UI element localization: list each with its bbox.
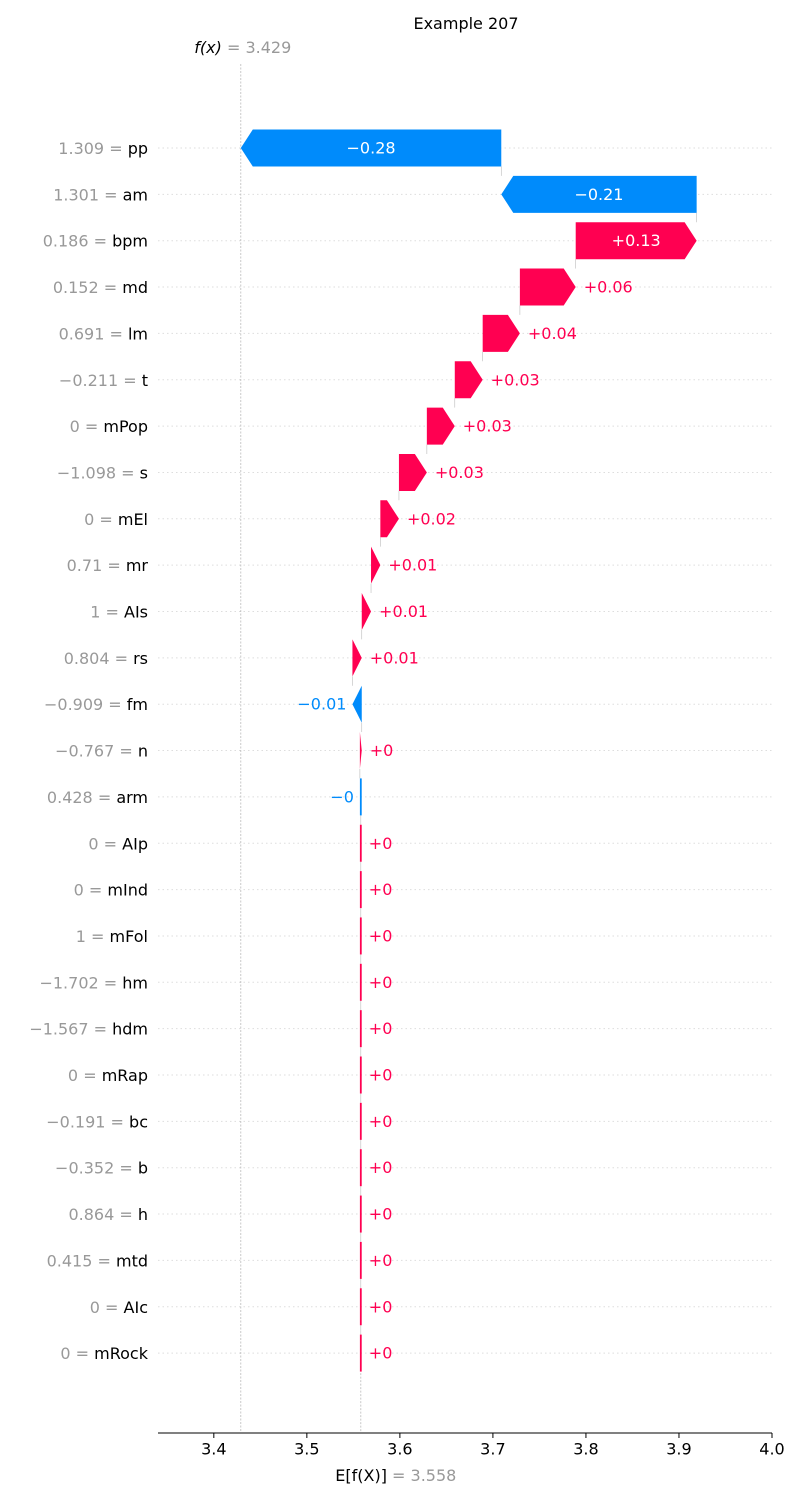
bar-label-hm: +0 <box>369 973 393 992</box>
bar-hm <box>359 963 362 1001</box>
ytick-label-rs: 0.804 = rs <box>64 648 148 667</box>
bar-label-am: −0.21 <box>574 185 623 204</box>
bar-pp <box>240 129 502 167</box>
ytick-label-am: 1.301 = am <box>53 185 148 204</box>
bar-label-hdm: +0 <box>369 1019 393 1038</box>
bar-mr <box>371 546 381 584</box>
bar-fm <box>352 685 362 723</box>
x-tick-label: 3.9 <box>666 1440 691 1459</box>
bar-label-n: +0 <box>370 741 394 760</box>
bar-hdm <box>359 1010 362 1048</box>
bar-label-mFol: +0 <box>369 926 393 945</box>
x-tick-label: 3.7 <box>480 1440 505 1459</box>
ytick-label-AIp: 0 = AIp <box>88 834 148 853</box>
ytick-label-n: −0.767 = n <box>55 741 148 760</box>
bar-label-AIc: +0 <box>369 1297 393 1316</box>
ytick-label-hm: −1.702 = hm <box>39 973 148 992</box>
fx-annotation: f(x) = 3.429 <box>194 38 291 57</box>
ytick-label-b: −0.352 = b <box>55 1158 148 1177</box>
bar-label-s: +0.03 <box>435 463 484 482</box>
base-value-annotation: E[f(X)] = 3.558 <box>335 1466 456 1485</box>
ytick-label-mtd: 0.415 = mtd <box>47 1251 148 1270</box>
x-tick-label: 4.0 <box>759 1440 784 1459</box>
bar-mFol <box>359 917 362 955</box>
bar-label-bpm: +0.13 <box>612 231 661 250</box>
ytick-label-bpm: 0.186 = bpm <box>43 231 148 250</box>
ytick-label-pp: 1.309 = pp <box>58 139 148 158</box>
bar-AIc <box>359 1288 362 1326</box>
bar-n <box>359 732 362 770</box>
x-tick-label: 3.5 <box>294 1440 319 1459</box>
chart-title: Example 207 <box>413 14 518 33</box>
ytick-label-lm: 0.691 = lm <box>59 324 148 343</box>
bar-arm <box>359 778 362 816</box>
bar-AIs <box>361 593 372 630</box>
ytick-label-mPop: 0 = mPop <box>70 417 148 436</box>
ytick-label-bc: −0.191 = bc <box>46 1112 148 1131</box>
bar-s <box>398 453 427 491</box>
bar-mtd <box>359 1241 362 1279</box>
bar-label-b: +0 <box>369 1158 393 1177</box>
ytick-label-AIs: 1 = AIs <box>90 602 148 621</box>
bar-label-mEl: +0.02 <box>407 509 456 528</box>
bar-label-mRap: +0 <box>369 1066 393 1085</box>
ytick-label-t: −0.211 = t <box>59 370 148 389</box>
bar-label-rs: +0.01 <box>370 648 419 667</box>
bar-label-mtd: +0 <box>369 1251 393 1270</box>
bar-am <box>501 175 697 213</box>
bar-label-fm: −0.01 <box>297 695 346 714</box>
ytick-label-mInd: 0 = mInd <box>74 880 148 899</box>
ytick-label-mRock: 0 = mRock <box>60 1344 148 1363</box>
bar-bc <box>359 1102 362 1140</box>
ytick-label-fm: −0.909 = fm <box>44 695 148 714</box>
bar-label-mPop: +0.03 <box>463 417 512 436</box>
bar-mInd <box>359 871 362 909</box>
bar-label-bc: +0 <box>369 1112 393 1131</box>
bar-h <box>359 1195 362 1233</box>
ytick-label-AIc: 0 = AIc <box>90 1297 148 1316</box>
bar-mPop <box>426 407 455 445</box>
bar-label-AIs: +0.01 <box>379 602 428 621</box>
ytick-label-mr: 0.71 = mr <box>67 556 149 575</box>
ytick-label-mEl: 0 = mEl <box>84 509 148 528</box>
bar-label-mRock: +0 <box>369 1344 393 1363</box>
bar-label-AIp: +0 <box>369 834 393 853</box>
ytick-label-arm: 0.428 = arm <box>47 787 148 806</box>
bar-label-md: +0.06 <box>584 278 633 297</box>
bar-label-h: +0 <box>369 1205 393 1224</box>
bar-label-t: +0.03 <box>491 370 540 389</box>
bar-mEl <box>380 500 399 538</box>
ytick-label-mRap: 0 = mRap <box>68 1066 148 1085</box>
ytick-label-h: 0.864 = h <box>68 1205 148 1224</box>
ytick-label-md: 0.152 = md <box>53 278 148 297</box>
ytick-label-s: −1.098 = s <box>57 463 148 482</box>
x-tick-label: 3.8 <box>573 1440 598 1459</box>
bar-label-mr: +0.01 <box>388 556 437 575</box>
bar-mRap <box>359 1056 362 1094</box>
bar-md <box>519 268 576 306</box>
bar-rs <box>352 639 362 677</box>
bar-mRock <box>359 1334 362 1372</box>
bar-t <box>454 361 483 399</box>
bar-label-mInd: +0 <box>369 880 393 899</box>
bar-label-lm: +0.04 <box>528 324 577 343</box>
bar-label-pp: −0.28 <box>347 139 396 158</box>
bar-bpm <box>575 222 697 260</box>
bar-AIp <box>359 824 362 862</box>
bar-label-arm: −0 <box>330 787 354 806</box>
bar-lm <box>482 314 520 352</box>
bar-b <box>359 1149 362 1187</box>
x-tick-label: 3.6 <box>387 1440 412 1459</box>
ytick-label-mFol: 1 = mFol <box>76 926 148 945</box>
x-tick-label: 3.4 <box>201 1440 226 1459</box>
ytick-label-hdm: −1.567 = hdm <box>29 1019 148 1038</box>
